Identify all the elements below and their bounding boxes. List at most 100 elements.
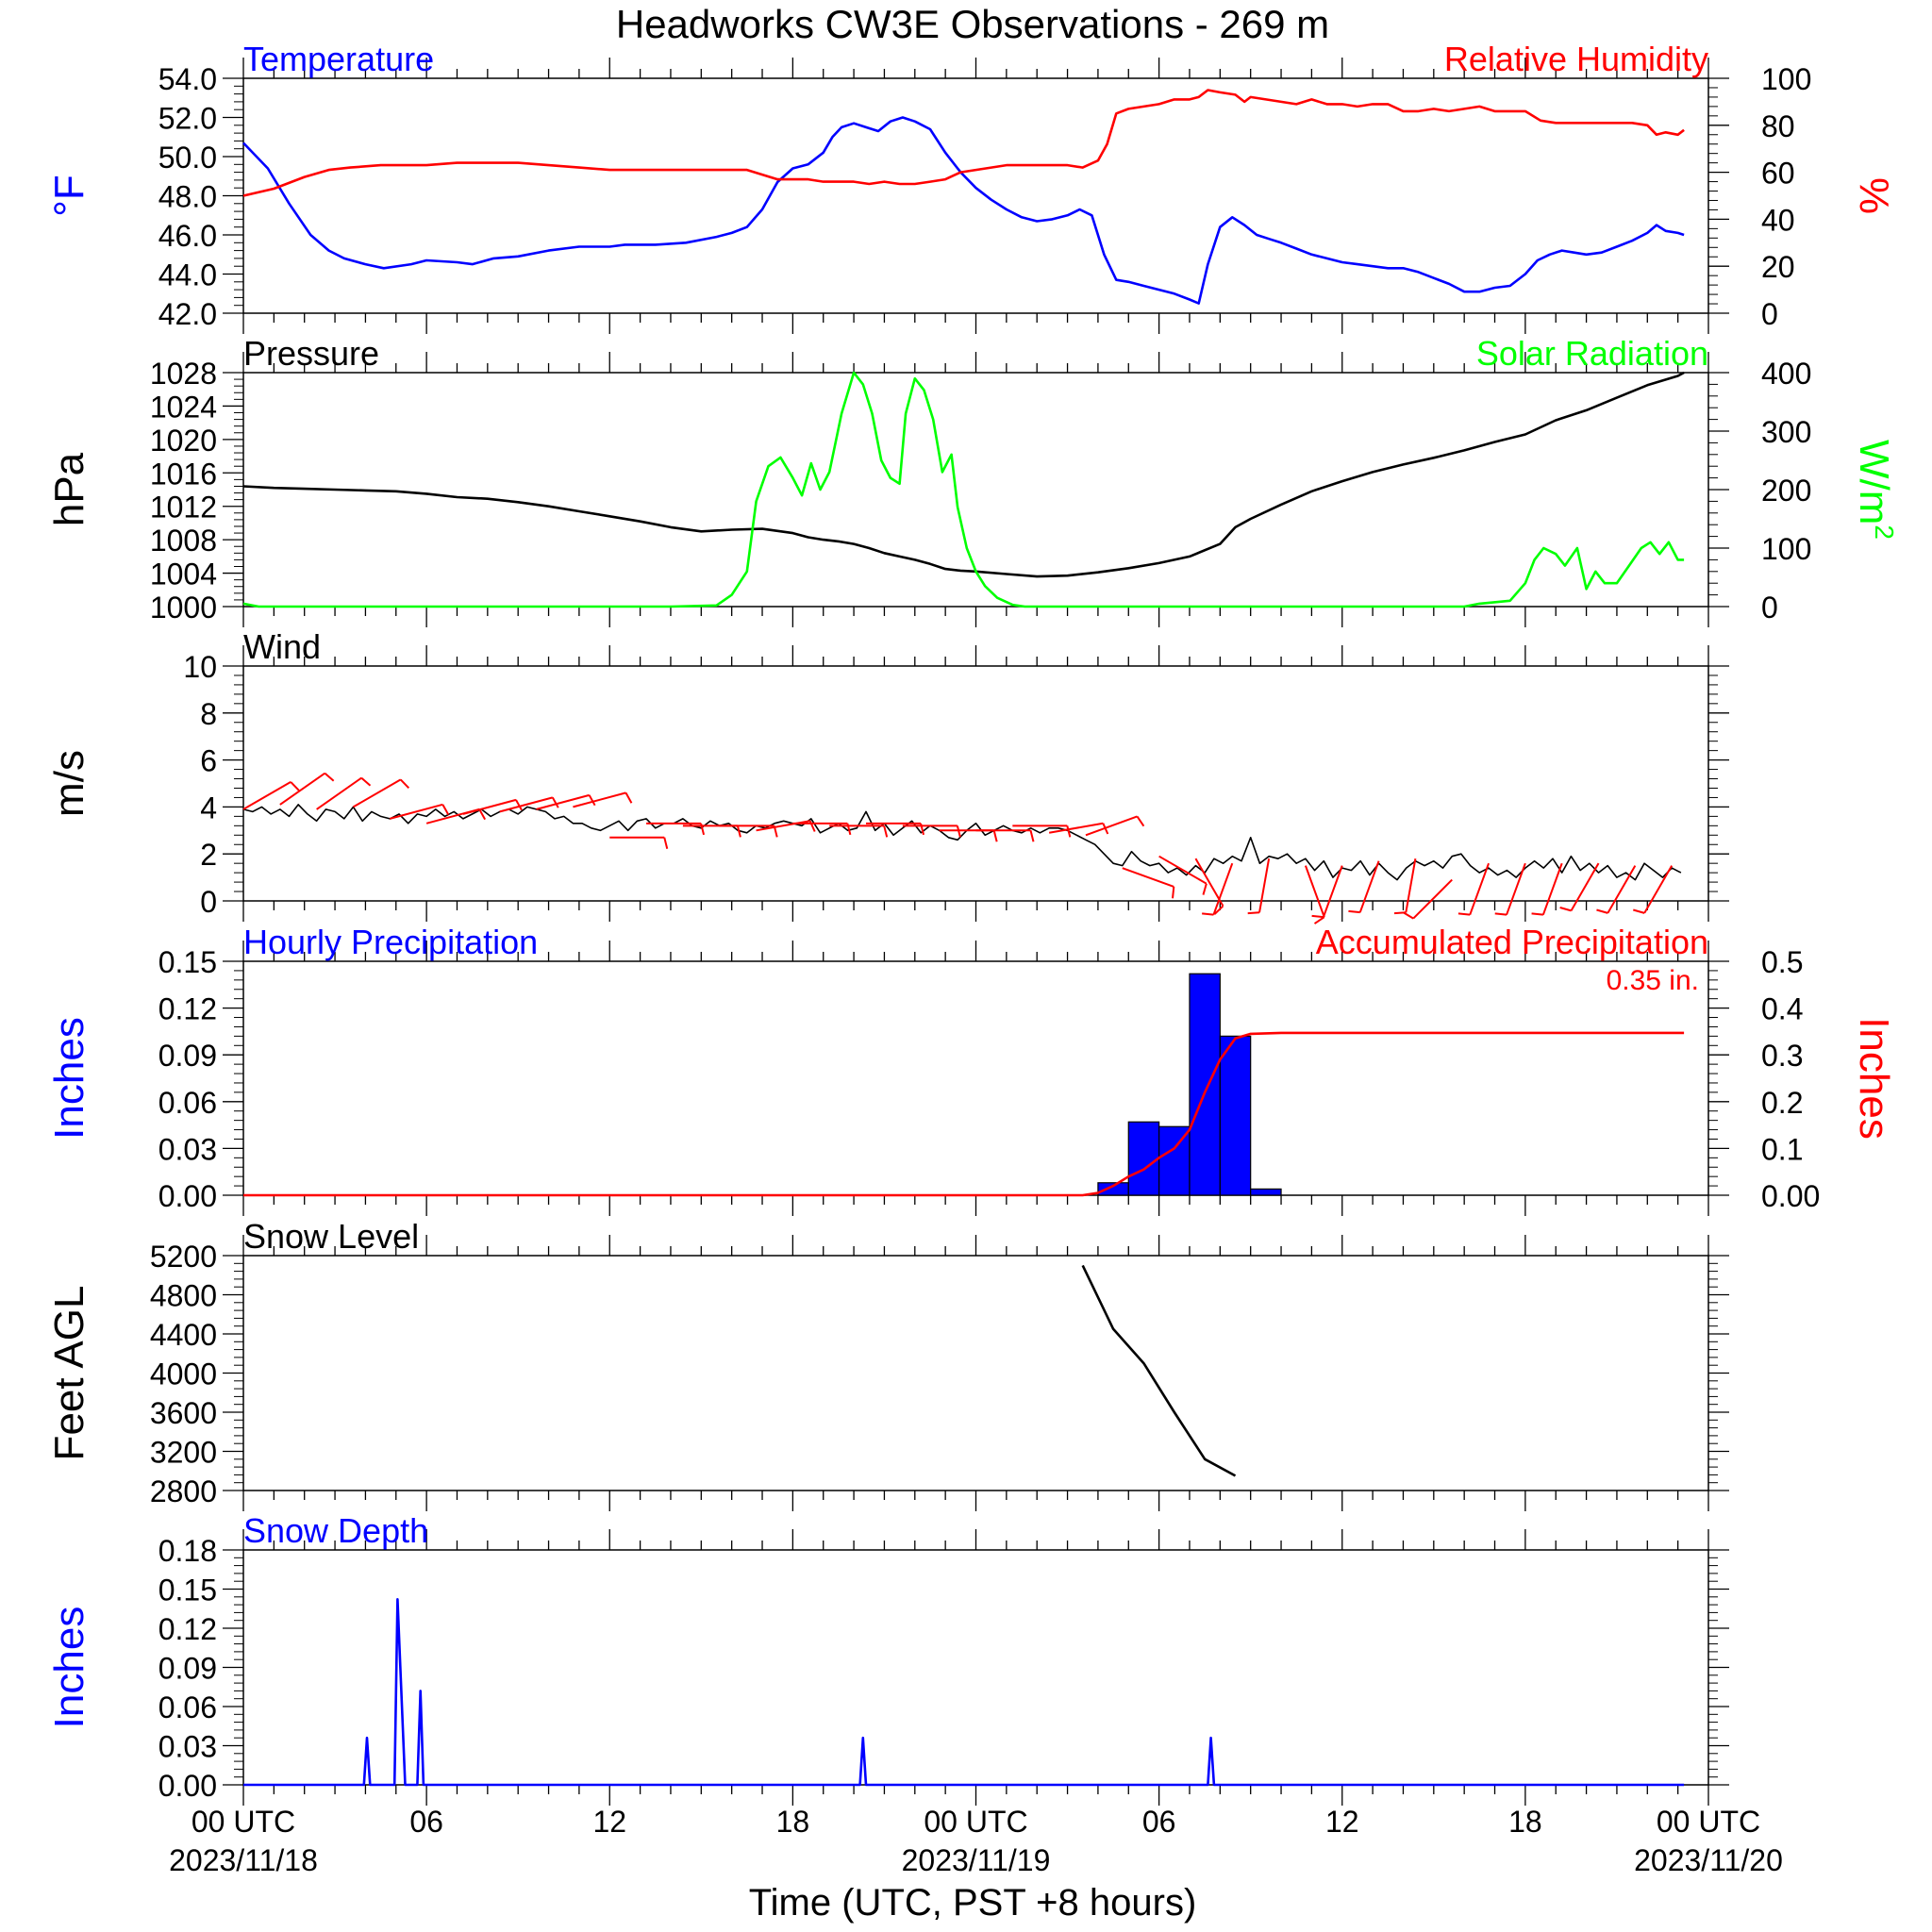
wind-barb-feather	[1348, 909, 1360, 914]
y-tick-label-left: 0.12	[158, 992, 217, 1026]
plot-frame	[242, 1255, 1709, 1491]
wind-barb-staff	[279, 772, 325, 806]
series-line-accumulated-precipitation	[243, 1031, 1685, 1197]
wind-barb-feather	[588, 794, 596, 807]
wind-barb-staff	[499, 796, 554, 813]
time-tick-label: 12	[1325, 1805, 1359, 1839]
wind-barb-feather	[551, 796, 559, 808]
y-tick-label-left: 0.18	[158, 1534, 217, 1568]
y-tick-label-right: 0	[1761, 591, 1778, 625]
wind-barb-staff	[573, 791, 626, 808]
time-tick-label: 06	[409, 1805, 443, 1839]
y-axis-label-left: Inches	[46, 1017, 92, 1140]
wind-barb	[975, 829, 1035, 842]
chart-panels: 42.044.046.048.050.052.054.0020406080100…	[46, 40, 1899, 1806]
y-tick-label-left: 48.0	[158, 180, 217, 214]
wind-barb-feather	[1403, 911, 1414, 920]
time-tick-label: 18	[776, 1805, 810, 1839]
wind-barb-feather	[399, 778, 410, 789]
wind-barb-staff	[536, 793, 590, 810]
y-tick-label-right: 300	[1761, 415, 1811, 449]
wind-barb-feather	[1596, 908, 1608, 914]
y-tick-label-right: 400	[1761, 357, 1811, 391]
wind-barb-staff	[1607, 865, 1637, 914]
wind-barb-feather	[1633, 908, 1645, 914]
y-tick-label-left: 42.0	[158, 297, 217, 331]
y-tick-label-left: 0.09	[158, 1652, 217, 1686]
plot-frame	[242, 77, 1709, 314]
y-axis-label-right: W/m2	[1851, 440, 1899, 540]
y-axis-label-left: °F	[46, 175, 92, 216]
wind-barb-staff	[1158, 855, 1208, 885]
wind-barb-feather	[1247, 911, 1260, 915]
wind-barb	[1559, 862, 1600, 912]
y-tick-label-left: 0.15	[158, 945, 217, 979]
time-tick-label: 12	[592, 1805, 626, 1839]
wind-barb	[462, 798, 523, 815]
y-tick-label-left: 0.00	[158, 1769, 217, 1803]
wind-barb-feather	[663, 837, 669, 850]
wind-barb-staff	[1506, 862, 1526, 916]
wind-barb-staff	[462, 798, 517, 815]
wind-barb-staff	[1085, 815, 1138, 837]
y-axis-label-left: Inches	[46, 1607, 92, 1729]
precip-bar	[1219, 1035, 1252, 1196]
panel-wind: 0 2 4 6 8 10 Wind m/s	[46, 627, 1729, 924]
y-tick-label-left: 50.0	[158, 141, 217, 175]
y-axis-label-left: m/s	[46, 750, 92, 817]
wind-barb	[1012, 824, 1072, 838]
y-tick-label-right: 0	[1761, 297, 1778, 331]
wind-barb-staff	[390, 803, 443, 820]
y-axis-label-right: %	[1851, 177, 1897, 214]
y-tick-label-right: 0.5	[1761, 945, 1803, 979]
wind-barb-staff	[1048, 822, 1104, 834]
panel-temp_rh: 42.0 44.0 46.0 48.0 50.0 52.0 54.0 0 20 40 60 80 100…	[46, 40, 1897, 334]
y-axis-label-left: hPa	[46, 452, 92, 526]
wind-barb	[1311, 865, 1343, 919]
y-tick-label-left: 3600	[150, 1396, 217, 1430]
y-tick-label-left: 54.0	[158, 62, 217, 96]
wind-barb	[1202, 862, 1234, 916]
wind-barb-staff	[1212, 862, 1234, 916]
series-line-temperature	[242, 116, 1685, 305]
y-tick-label-left: 46.0	[158, 219, 217, 253]
wind-barb-feather	[1531, 912, 1543, 916]
time-date-label: 2023/11/18	[169, 1843, 318, 1877]
y-tick-label-left: 1012	[150, 491, 217, 525]
y-axis-label-right: Inches	[1851, 1017, 1897, 1140]
series-line-solar-radiation	[242, 371, 1685, 608]
time-tick-label: 00 UTC	[924, 1805, 1027, 1839]
wind-barb-feather	[1311, 914, 1324, 919]
precip-bar	[1189, 973, 1221, 1196]
panel-title-left: Hourly Precipitation	[243, 923, 538, 961]
wind-barb-staff	[1304, 865, 1325, 918]
panel-title-right: Relative Humidity	[1444, 40, 1708, 78]
panel-title-right: Accumulated Precipitation	[1316, 923, 1708, 961]
y-tick-label-left: 6	[200, 744, 217, 778]
wind-barb-feather	[1313, 916, 1325, 924]
y-tick-label-right: 100	[1761, 62, 1811, 96]
y-tick-label-left: 2800	[150, 1474, 217, 1508]
y-tick-label-right: 200	[1761, 474, 1811, 508]
wind-barb	[316, 776, 372, 810]
precip-bar	[1250, 1188, 1282, 1196]
series-line-snow-depth	[243, 1598, 1685, 1787]
wind-barb	[939, 829, 998, 842]
chart-title: Headworks CW3E Observations - 269 m	[616, 2, 1329, 46]
wind-barb-feather	[441, 804, 450, 816]
y-tick-label-left: 0.06	[158, 1690, 217, 1724]
wind-barb	[1304, 865, 1325, 924]
wind-barb-staff	[1469, 862, 1490, 916]
y-tick-label-right: 40	[1761, 203, 1795, 237]
y-tick-label-left: 44.0	[158, 258, 217, 292]
wind-barb	[1247, 858, 1271, 915]
y-axis-label-left: Feet AGL	[46, 1286, 92, 1461]
wind-barb-feather	[1202, 883, 1208, 895]
y-tick-label-left: 0.15	[158, 1574, 217, 1607]
wind-barb-staff	[1405, 858, 1417, 913]
panel-title-left: Snow Level	[243, 1217, 419, 1256]
wind-barb	[1393, 858, 1417, 915]
wind-barb	[1403, 878, 1453, 920]
y-tick-label-left: 1004	[150, 558, 217, 591]
wind-barb-staff	[242, 781, 291, 810]
